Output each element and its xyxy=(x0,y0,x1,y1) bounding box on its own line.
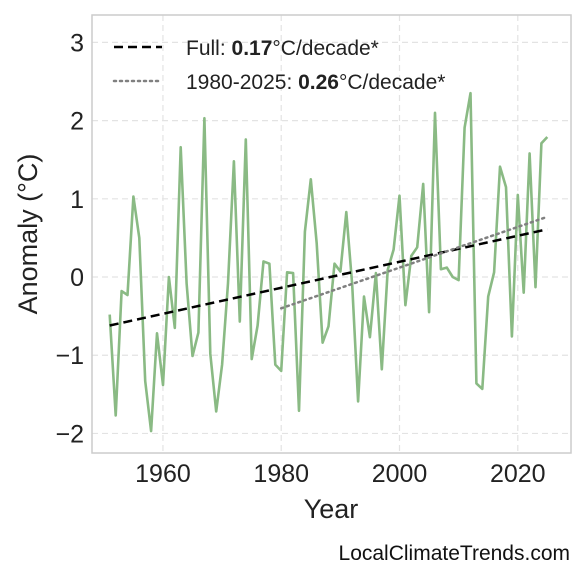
x-tick-label: 2020 xyxy=(490,460,546,488)
x-axis-title: Year xyxy=(304,494,359,524)
legend-recent-trend-unit: °C/decade* xyxy=(339,71,445,94)
y-tick-label: −2 xyxy=(55,420,84,448)
legend-label-full: Full: 0.17°C/decade* xyxy=(186,37,379,60)
x-tick-label: 1980 xyxy=(253,460,309,488)
plot-area-frame xyxy=(91,14,572,454)
trend-line-full xyxy=(109,228,548,327)
legend: Full: 0.17°C/decade* 1980-2025: 0.26°C/d… xyxy=(112,37,445,94)
y-axis-ticks: −2 −1 0 1 2 3 xyxy=(55,29,84,448)
y-tick-label: 3 xyxy=(70,29,84,57)
y-tick-label: 1 xyxy=(70,186,84,214)
legend-recent-name: 1980-2025 xyxy=(186,71,286,94)
y-tick-label: 0 xyxy=(70,264,84,292)
legend-full-trend-unit: °C/decade* xyxy=(272,37,378,60)
legend-label-1980-2025: 1980-2025: 0.26°C/decade* xyxy=(186,71,445,94)
y-axis-title: Anomaly (°C) xyxy=(13,154,43,315)
plot-series xyxy=(108,91,549,433)
legend-full-name: Full xyxy=(186,37,220,60)
x-axis-ticks: 1960 1980 2000 2020 xyxy=(135,460,545,488)
legend-recent-colon: : xyxy=(286,71,298,94)
trend-line-1980-2025 xyxy=(279,215,549,310)
legend-full-trend-value: 0.17 xyxy=(232,37,273,60)
watermark: LocalClimateTrends.com xyxy=(339,542,570,565)
legend-recent-trend-value: 0.26 xyxy=(298,71,339,94)
legend-full-colon: : xyxy=(220,37,232,60)
y-tick-label: −1 xyxy=(55,342,84,370)
y-tick-label: 2 xyxy=(70,108,84,136)
x-tick-label: 2000 xyxy=(372,460,428,488)
x-tick-label: 1960 xyxy=(135,460,191,488)
anomaly-series-line xyxy=(108,91,549,433)
